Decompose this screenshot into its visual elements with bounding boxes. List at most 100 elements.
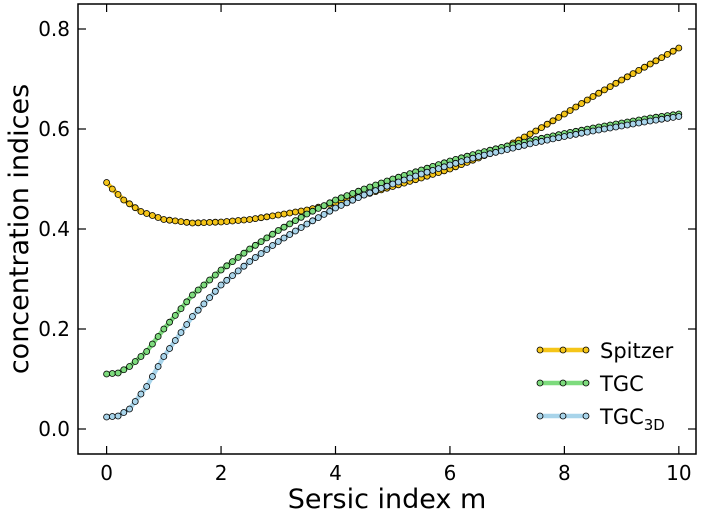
data-point	[417, 170, 425, 178]
data-point	[143, 210, 151, 217]
data-point	[269, 230, 276, 238]
data-point	[366, 183, 374, 191]
data-point	[297, 213, 305, 221]
data-point	[532, 139, 540, 146]
data-point	[280, 210, 288, 218]
data-point	[601, 125, 608, 133]
data-point	[297, 224, 305, 231]
data-point	[274, 238, 282, 245]
data-point	[337, 194, 345, 202]
data-point	[549, 135, 557, 143]
data-point	[234, 217, 242, 224]
data-point	[429, 166, 437, 174]
data-point	[217, 281, 225, 289]
data-point	[108, 370, 116, 377]
data-point	[171, 337, 179, 344]
data-point	[589, 93, 597, 100]
data-point	[526, 140, 534, 148]
data-point	[103, 370, 111, 378]
data-point	[572, 103, 580, 111]
data-point	[520, 141, 528, 149]
data-point	[240, 216, 248, 224]
data-point	[274, 211, 282, 219]
data-point	[583, 128, 591, 136]
data-point	[292, 217, 299, 225]
y-tick-label: 0.6	[38, 117, 70, 141]
data-point	[206, 276, 214, 284]
data-point	[646, 117, 654, 125]
data-point	[257, 250, 265, 257]
data-point	[131, 204, 139, 212]
data-point	[280, 234, 288, 242]
data-point	[257, 238, 265, 246]
data-point	[354, 194, 362, 202]
legend-swatch-marker	[559, 346, 567, 354]
data-point	[257, 214, 265, 222]
x-tick-label: 6	[444, 461, 457, 485]
data-point	[595, 126, 603, 134]
data-point	[641, 118, 648, 126]
data-point	[480, 151, 488, 159]
data-point	[177, 218, 185, 226]
data-point	[314, 214, 322, 222]
data-point	[515, 143, 523, 151]
legend-swatch-marker	[582, 379, 590, 387]
data-point	[120, 366, 128, 374]
series-line	[104, 114, 682, 420]
data-point	[309, 217, 317, 225]
data-point	[263, 234, 271, 242]
data-point	[578, 100, 585, 107]
data-point	[183, 321, 191, 328]
data-point	[332, 196, 339, 204]
data-point	[326, 199, 334, 207]
x-tick-label: 4	[329, 461, 342, 485]
data-point	[171, 217, 179, 225]
data-point	[423, 168, 431, 176]
data-point	[246, 216, 254, 223]
data-point	[635, 119, 643, 127]
legend-swatch-marker	[536, 412, 544, 420]
data-point	[240, 262, 248, 270]
series-2	[103, 110, 683, 378]
data-point	[206, 218, 214, 226]
data-point	[498, 147, 505, 155]
data-point	[194, 219, 202, 227]
data-point	[234, 267, 242, 275]
data-point	[154, 333, 162, 340]
data-point	[658, 115, 666, 123]
data-point	[148, 373, 156, 380]
data-point	[452, 159, 460, 167]
data-point	[148, 212, 156, 219]
data-point	[223, 218, 231, 225]
data-point	[240, 249, 248, 257]
data-point	[309, 207, 317, 215]
data-point	[589, 127, 597, 135]
legend-swatch-marker	[582, 412, 590, 420]
data-point	[251, 241, 259, 249]
data-point	[406, 174, 414, 182]
data-point	[578, 129, 585, 137]
data-point	[251, 215, 259, 223]
data-point	[229, 272, 236, 280]
data-point	[108, 413, 116, 420]
data-point	[154, 214, 162, 221]
y-tick-label: 0.2	[38, 317, 70, 341]
data-point	[612, 123, 620, 131]
data-point	[114, 191, 122, 198]
data-point	[171, 311, 179, 319]
data-point	[223, 262, 231, 270]
series-line	[104, 111, 682, 377]
data-point	[349, 189, 357, 197]
data-point	[160, 353, 168, 360]
data-point	[131, 358, 139, 365]
data-point	[360, 185, 368, 193]
legend-label: TGC	[599, 372, 644, 396]
data-point	[263, 213, 271, 221]
data-point	[143, 348, 151, 355]
data-point	[555, 134, 563, 142]
y-tick-label: 0.4	[38, 217, 70, 241]
data-point	[412, 172, 420, 180]
data-point	[652, 116, 660, 124]
data-point	[549, 117, 557, 125]
data-point	[675, 113, 683, 120]
